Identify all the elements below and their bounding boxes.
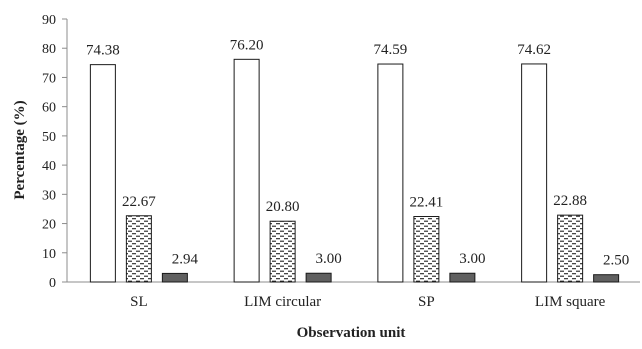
data-label: 2.94 <box>172 251 199 267</box>
data-label: 22.67 <box>122 194 156 210</box>
data-label: 76.20 <box>230 37 264 53</box>
bar-series-3-3 <box>449 272 476 283</box>
data-label: 22.41 <box>410 195 444 211</box>
y-tick-label: 10 <box>42 247 56 262</box>
y-tick-label: 60 <box>42 101 56 116</box>
y-tick-label: 80 <box>42 42 56 57</box>
data-label: 22.88 <box>553 193 587 209</box>
x-category-label: LIM circular <box>244 294 321 310</box>
y-tick-label: 70 <box>42 71 56 86</box>
bar-series-1-2 <box>233 58 260 283</box>
x-category-label: SL <box>130 294 148 310</box>
y-tick-label: 30 <box>42 188 56 203</box>
x-category-label: LIM square <box>535 294 606 310</box>
y-tick-label: 40 <box>42 159 56 174</box>
x-category-label: SP <box>418 294 435 310</box>
bar-series-1-4 <box>521 63 548 283</box>
data-label: 74.38 <box>86 43 120 59</box>
bar-series-2-1 <box>125 215 152 283</box>
bar-series-2-2 <box>269 220 296 283</box>
y-axis-title: Percentage (%) <box>12 100 28 199</box>
data-label: 3.00 <box>316 251 342 267</box>
bar-series-2-3 <box>413 216 440 283</box>
y-tick-label: 90 <box>42 13 56 28</box>
bar-series-2-4 <box>557 214 584 283</box>
bar-series-3-4 <box>593 274 620 283</box>
data-label: 2.50 <box>603 253 629 269</box>
y-tick-label: 0 <box>49 276 56 291</box>
x-axis-title: Observation unit <box>297 325 406 341</box>
y-tick-label: 20 <box>42 218 56 233</box>
bar-series-3-1 <box>161 272 188 283</box>
data-label: 3.00 <box>459 251 485 267</box>
bar-series-1-3 <box>377 63 404 283</box>
bar-series-1-1 <box>89 64 116 283</box>
bar-series-3-2 <box>305 272 332 283</box>
data-label: 74.62 <box>517 42 551 58</box>
data-label: 74.59 <box>374 42 408 58</box>
y-tick-label: 50 <box>42 130 56 145</box>
data-label: 20.80 <box>266 199 300 215</box>
